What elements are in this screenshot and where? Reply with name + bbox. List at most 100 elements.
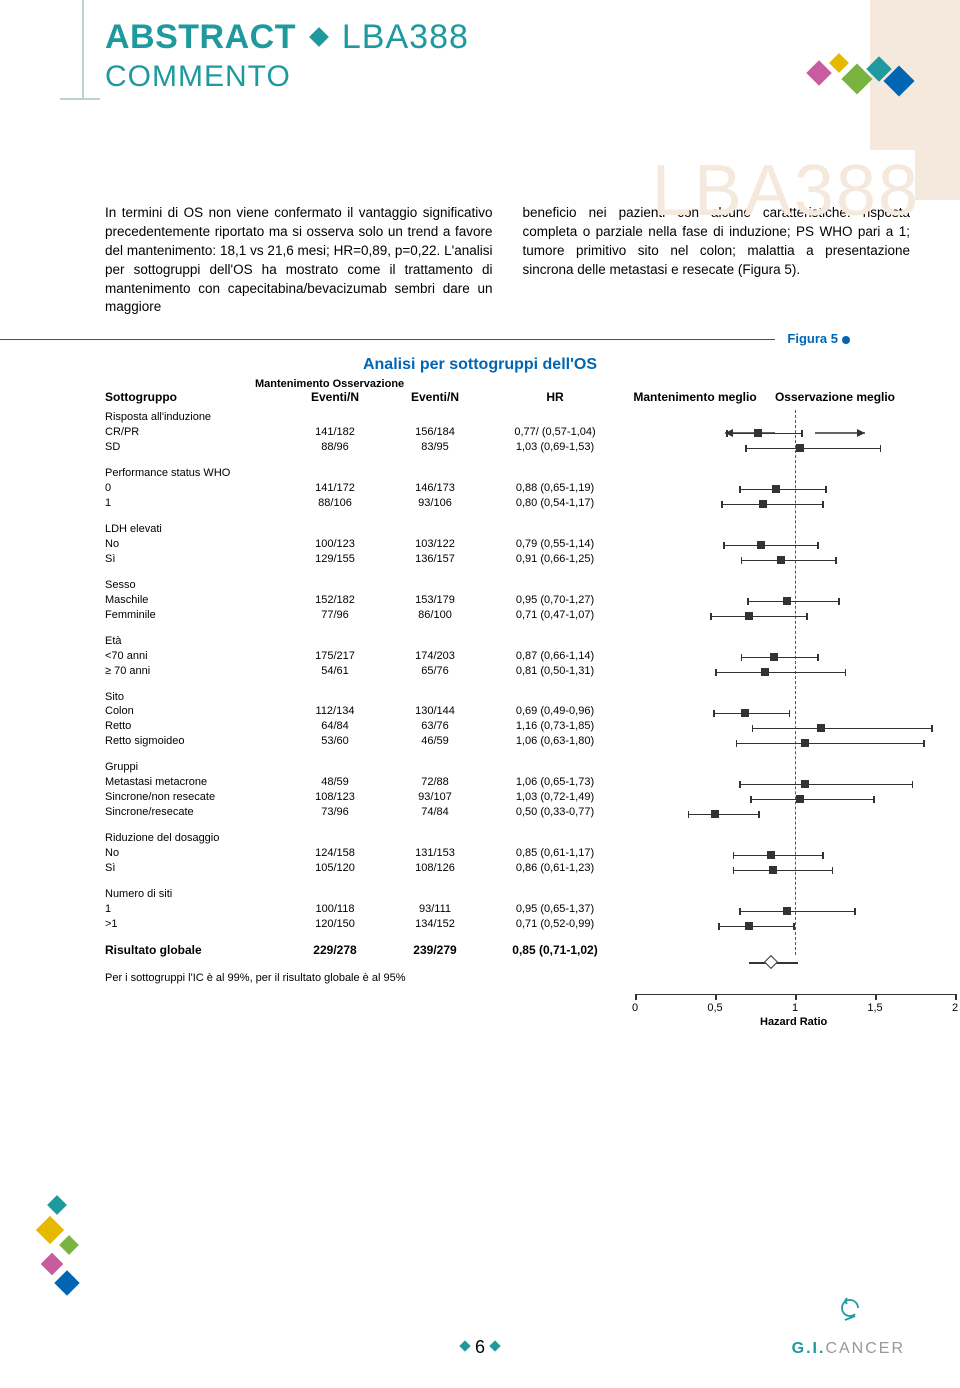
row-label: <70 anni	[105, 649, 285, 664]
page-title: ABSTRACT LBA388	[105, 18, 910, 57]
row-label: Sincrone/non resecate	[105, 790, 285, 805]
row-ev1: 77/96	[285, 608, 385, 623]
point-marker	[759, 500, 767, 508]
row-ev1: 53/60	[285, 734, 385, 749]
row-ev2: 103/122	[385, 537, 485, 552]
row-hr: 0,77/ (0,57-1,04)	[485, 425, 625, 440]
row-ev2: 74/84	[385, 805, 485, 820]
tick-label: 2	[952, 1002, 958, 1014]
row-hr: 0,88 (0,65-1,19)	[485, 481, 625, 496]
page-number: 6	[455, 1337, 505, 1358]
point-marker	[757, 541, 765, 549]
row-ev1: 112/134	[285, 704, 385, 719]
row-ev2: 86/100	[385, 608, 485, 623]
row-ev2: 174/203	[385, 649, 485, 664]
row-hr: 0,79 (0,55-1,14)	[485, 537, 625, 552]
point-marker	[754, 429, 762, 437]
ci-line	[750, 799, 873, 801]
tick-label: 0	[632, 1002, 638, 1014]
row-hr: 0,69 (0,49-0,96)	[485, 704, 625, 719]
row-hr: 0,80 (0,54-1,17)	[485, 496, 625, 511]
row-hr: 0,85 (0,61-1,17)	[485, 846, 625, 861]
ci-line	[752, 728, 931, 730]
point-marker	[711, 810, 719, 818]
abstract-label: ABSTRACT	[105, 18, 296, 56]
row-ev2: 63/76	[385, 719, 485, 734]
point-marker	[783, 907, 791, 915]
point-marker	[772, 485, 780, 493]
row-ev1: 100/118	[285, 902, 385, 917]
row-ev1: 64/84	[285, 719, 385, 734]
row-hr: 1,03 (0,72-1,49)	[485, 790, 625, 805]
ci-line	[739, 784, 912, 786]
ci-line	[733, 870, 832, 872]
row-label: CR/PR	[105, 425, 285, 440]
left-diamonds	[40, 1198, 150, 1308]
diamond-icon	[309, 27, 329, 47]
point-marker	[769, 866, 777, 874]
ci-line	[723, 545, 817, 547]
row-ev1: 120/150	[285, 917, 385, 932]
point-marker	[801, 739, 809, 747]
row-ev1: 129/155	[285, 552, 385, 567]
point-marker	[761, 668, 769, 676]
forest-plot-area	[635, 410, 955, 1000]
ci-line	[726, 433, 801, 435]
row-ev2: 134/152	[385, 917, 485, 932]
ci-line	[718, 926, 793, 928]
row-ev1: 152/182	[285, 593, 385, 608]
row-label: 1	[105, 902, 285, 917]
col-subgroup: Sottogruppo	[105, 390, 285, 404]
overall-diamond	[764, 955, 778, 969]
overall-hr: 0,85 (0,71-1,02)	[485, 943, 625, 957]
abstract-code: LBA388	[342, 18, 469, 56]
axis-title: Hazard Ratio	[760, 1016, 827, 1028]
tick-label: 1	[792, 1002, 798, 1014]
row-hr: 0,71 (0,47-1,07)	[485, 608, 625, 623]
ci-line	[733, 855, 823, 857]
ci-line	[715, 672, 845, 674]
row-ev2: 93/106	[385, 496, 485, 511]
row-label: Metastasi metacrone	[105, 775, 285, 790]
ci-line	[747, 601, 838, 603]
row-label: Sì	[105, 552, 285, 567]
brand-label: G.I.CANCER	[792, 1340, 905, 1358]
table-header: Sottogruppo Eventi/N Eventi/N HR Manteni…	[105, 390, 910, 404]
row-ev2: 46/59	[385, 734, 485, 749]
row-ev2: 131/153	[385, 846, 485, 861]
point-marker	[745, 612, 753, 620]
col-ev1: Eventi/N	[285, 390, 385, 404]
row-ev2: 130/144	[385, 704, 485, 719]
row-hr: 0,87 (0,66-1,14)	[485, 649, 625, 664]
row-ev2: 93/107	[385, 790, 485, 805]
row-ev2: 72/88	[385, 775, 485, 790]
point-marker	[796, 795, 804, 803]
ci-line	[741, 560, 835, 562]
header-hline	[60, 98, 100, 100]
row-hr: 1,06 (0,65-1,73)	[485, 775, 625, 790]
row-hr: 1,16 (0,73-1,85)	[485, 719, 625, 734]
ci-line	[745, 448, 879, 450]
row-ev1: 124/158	[285, 846, 385, 861]
overall-ev2: 239/279	[385, 943, 485, 957]
row-ev2: 146/173	[385, 481, 485, 496]
row-ev1: 48/59	[285, 775, 385, 790]
mant-oss-header: Mantenimento Osservazione	[255, 378, 910, 390]
row-ev1: 100/123	[285, 537, 385, 552]
ci-line	[713, 713, 788, 715]
point-marker	[741, 709, 749, 717]
row-ev1: 88/106	[285, 496, 385, 511]
point-marker	[817, 724, 825, 732]
row-label: SD	[105, 440, 285, 455]
row-label: ≥ 70 anni	[105, 664, 285, 679]
point-marker	[767, 851, 775, 859]
ci-line	[710, 616, 806, 618]
tick-label: 1,5	[867, 1002, 882, 1014]
row-ev1: 54/61	[285, 664, 385, 679]
row-label: 0	[105, 481, 285, 496]
row-label: Sì	[105, 861, 285, 876]
col-oss: Osservazione meglio	[765, 390, 905, 404]
col-mant: Mantenimento meglio	[625, 390, 765, 404]
watermark: LBA388	[652, 150, 920, 232]
commento-label: COMMENTO	[105, 60, 910, 94]
